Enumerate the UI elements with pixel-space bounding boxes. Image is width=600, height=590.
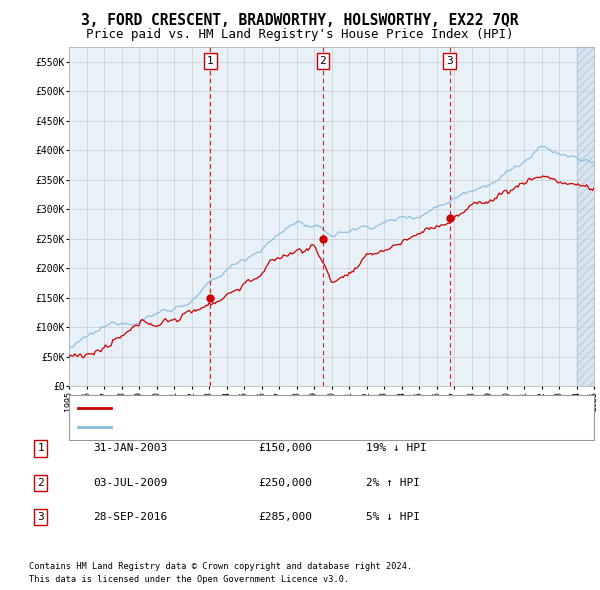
Text: 3: 3 (37, 512, 44, 522)
Text: 3, FORD CRESCENT, BRADWORTHY, HOLSWORTHY, EX22 7QR (detached house): 3, FORD CRESCENT, BRADWORTHY, HOLSWORTHY… (117, 403, 511, 412)
Text: 2% ↑ HPI: 2% ↑ HPI (366, 478, 420, 487)
Text: 31-JAN-2003: 31-JAN-2003 (93, 444, 167, 453)
Text: 5% ↓ HPI: 5% ↓ HPI (366, 512, 420, 522)
Text: £285,000: £285,000 (258, 512, 312, 522)
Text: 03-JUL-2009: 03-JUL-2009 (93, 478, 167, 487)
Text: 2: 2 (37, 478, 44, 487)
Text: This data is licensed under the Open Government Licence v3.0.: This data is licensed under the Open Gov… (29, 575, 349, 584)
Text: 3, FORD CRESCENT, BRADWORTHY, HOLSWORTHY, EX22 7QR: 3, FORD CRESCENT, BRADWORTHY, HOLSWORTHY… (81, 13, 519, 28)
Text: 2: 2 (319, 56, 326, 65)
Text: £250,000: £250,000 (258, 478, 312, 487)
Text: £150,000: £150,000 (258, 444, 312, 453)
Text: HPI: Average price, detached house, Torridge: HPI: Average price, detached house, Torr… (117, 422, 376, 432)
Bar (577, 47, 594, 386)
Text: 1: 1 (37, 444, 44, 453)
Text: 28-SEP-2016: 28-SEP-2016 (93, 512, 167, 522)
Text: Price paid vs. HM Land Registry's House Price Index (HPI): Price paid vs. HM Land Registry's House … (86, 28, 514, 41)
Text: 1: 1 (207, 56, 214, 65)
Text: 19% ↓ HPI: 19% ↓ HPI (366, 444, 427, 453)
Text: 3: 3 (446, 56, 453, 65)
Text: Contains HM Land Registry data © Crown copyright and database right 2024.: Contains HM Land Registry data © Crown c… (29, 562, 412, 571)
